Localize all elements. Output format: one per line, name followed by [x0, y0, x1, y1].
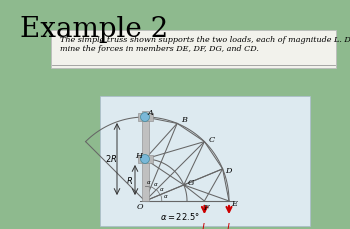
Text: B: B — [181, 116, 187, 124]
Text: $\alpha$: $\alpha$ — [153, 181, 159, 188]
Text: F: F — [203, 204, 208, 212]
Text: $L$: $L$ — [201, 221, 208, 229]
Text: G: G — [188, 179, 194, 187]
Text: E: E — [231, 200, 237, 208]
Bar — [142, 111, 149, 201]
Circle shape — [140, 155, 149, 164]
Bar — [100, 96, 310, 226]
Circle shape — [140, 112, 149, 122]
Text: $2R$: $2R$ — [105, 153, 117, 164]
Bar — [138, 113, 153, 121]
FancyBboxPatch shape — [51, 30, 336, 68]
Text: mine the forces in members DE, DF, DG, and CD.: mine the forces in members DE, DF, DG, a… — [60, 45, 259, 53]
Text: $R$: $R$ — [126, 174, 133, 185]
Text: O: O — [137, 203, 143, 211]
Text: The simple truss shown supports the two loads, each of magnitude L. Deter-: The simple truss shown supports the two … — [60, 36, 350, 44]
Text: D: D — [225, 167, 232, 175]
Text: H: H — [135, 152, 142, 160]
Bar — [138, 155, 153, 163]
Text: A: A — [147, 109, 153, 117]
Text: $L$: $L$ — [226, 221, 232, 229]
Text: Example 2: Example 2 — [20, 16, 168, 43]
Text: $\alpha = 22.5°$: $\alpha = 22.5°$ — [160, 212, 200, 223]
Text: $\alpha$: $\alpha$ — [146, 179, 152, 186]
Text: $\alpha$: $\alpha$ — [159, 186, 164, 193]
Text: $\alpha$: $\alpha$ — [163, 194, 168, 200]
Text: C: C — [208, 136, 215, 144]
